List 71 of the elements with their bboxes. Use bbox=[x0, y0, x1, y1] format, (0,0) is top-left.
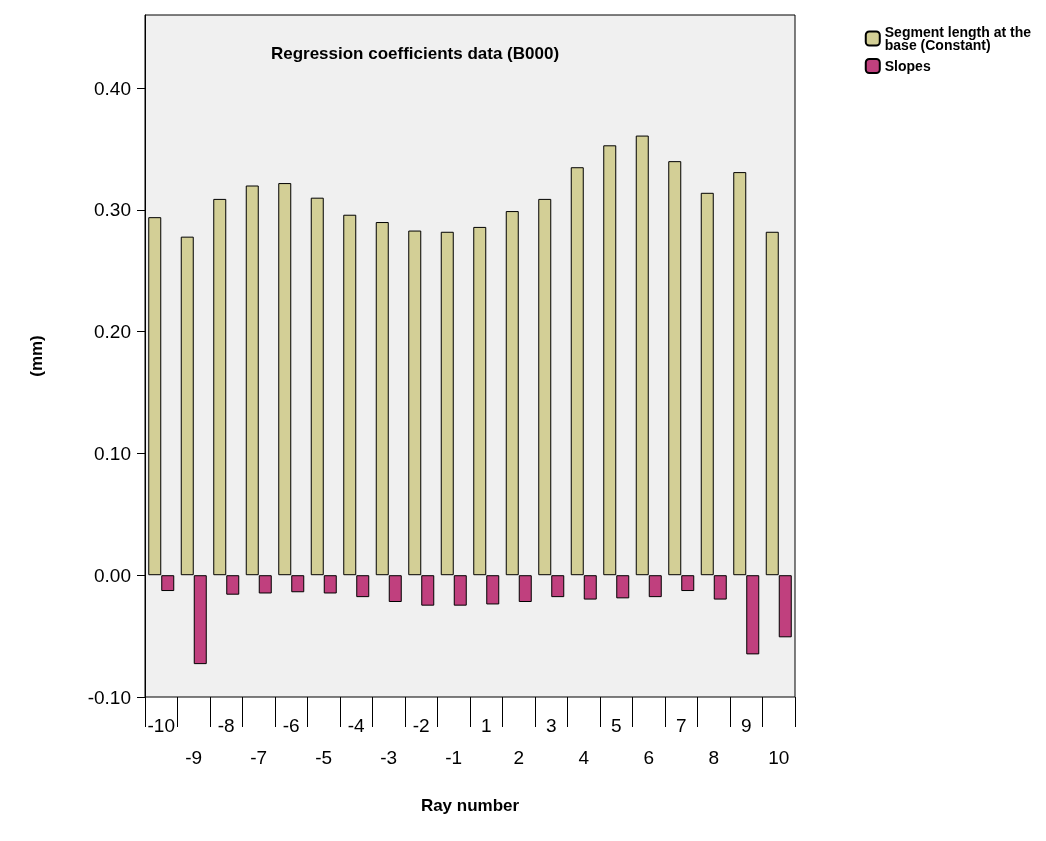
bar bbox=[583, 575, 597, 600]
bar bbox=[473, 226, 487, 576]
x-tick-label: 4 bbox=[578, 746, 590, 768]
x-tick-label: -2 bbox=[412, 714, 430, 736]
x-tick-label: -8 bbox=[217, 714, 235, 736]
x-tick-label: -5 bbox=[315, 746, 333, 768]
bar bbox=[681, 575, 695, 592]
x-tick-label: -9 bbox=[185, 746, 203, 768]
x-tick-label: 9 bbox=[740, 714, 752, 736]
x-tick-label: 10 bbox=[768, 746, 790, 768]
bar bbox=[616, 575, 630, 599]
text: Regression coefficients data (B000) bbox=[270, 44, 560, 63]
x-tick-label: -7 bbox=[250, 746, 268, 768]
y-tick-label: 0.00 bbox=[94, 564, 131, 586]
x-tick-label: -4 bbox=[347, 714, 366, 736]
x-tick-label: 1 bbox=[480, 714, 492, 736]
bar bbox=[778, 575, 792, 638]
bar bbox=[551, 575, 565, 598]
x-tick-label: -6 bbox=[282, 714, 300, 736]
x-tick-label: 3 bbox=[545, 714, 557, 736]
bar bbox=[440, 231, 454, 576]
bar bbox=[343, 214, 357, 576]
y-tick-label: 0.10 bbox=[94, 442, 131, 464]
bar bbox=[180, 236, 194, 576]
bar bbox=[538, 198, 552, 576]
x-tick-label: 5 bbox=[610, 714, 622, 736]
bar bbox=[356, 575, 370, 598]
bar bbox=[505, 211, 519, 576]
bar bbox=[700, 192, 714, 576]
y-tick-label: 0.40 bbox=[94, 77, 131, 99]
bar bbox=[213, 198, 227, 576]
bar bbox=[258, 575, 272, 594]
bar bbox=[635, 135, 649, 576]
bar bbox=[323, 575, 337, 594]
y-tick-label: 0.20 bbox=[94, 321, 131, 343]
bar bbox=[570, 167, 584, 576]
y-tick-label: 0.30 bbox=[94, 199, 131, 221]
bar bbox=[518, 575, 532, 603]
y-tick-label: -0.10 bbox=[87, 686, 131, 708]
bar bbox=[453, 575, 467, 606]
legend-label: Segment length at the base (Constant) bbox=[884, 24, 1032, 53]
bar bbox=[408, 230, 422, 576]
bar bbox=[648, 575, 662, 598]
bar bbox=[421, 575, 435, 606]
x-tick-label: 8 bbox=[708, 746, 720, 768]
bar bbox=[193, 575, 207, 665]
bar bbox=[765, 231, 779, 576]
legend-label: Slopes bbox=[884, 58, 931, 74]
bar bbox=[733, 172, 747, 576]
bar bbox=[161, 575, 175, 592]
x-tick-label: 6 bbox=[643, 746, 655, 768]
bar bbox=[603, 145, 617, 576]
bar bbox=[226, 575, 240, 595]
bar bbox=[148, 217, 162, 576]
x-tick-label: 2 bbox=[513, 746, 525, 768]
x-tick-label: -1 bbox=[445, 746, 463, 768]
x-tick-label: -3 bbox=[380, 746, 398, 768]
bar bbox=[310, 197, 324, 576]
bar bbox=[486, 575, 500, 605]
bar bbox=[746, 575, 760, 655]
x-tick-label: 7 bbox=[675, 714, 687, 736]
x-axis-title: Ray number bbox=[420, 796, 520, 815]
bar bbox=[375, 222, 389, 576]
bar bbox=[388, 575, 402, 603]
y-axis-title: (mm) bbox=[27, 335, 46, 377]
bar bbox=[668, 161, 682, 576]
bar bbox=[278, 183, 292, 576]
bar bbox=[245, 185, 259, 576]
bar bbox=[291, 575, 305, 593]
x-tick-label: -10 bbox=[147, 714, 175, 736]
bar bbox=[713, 575, 727, 600]
